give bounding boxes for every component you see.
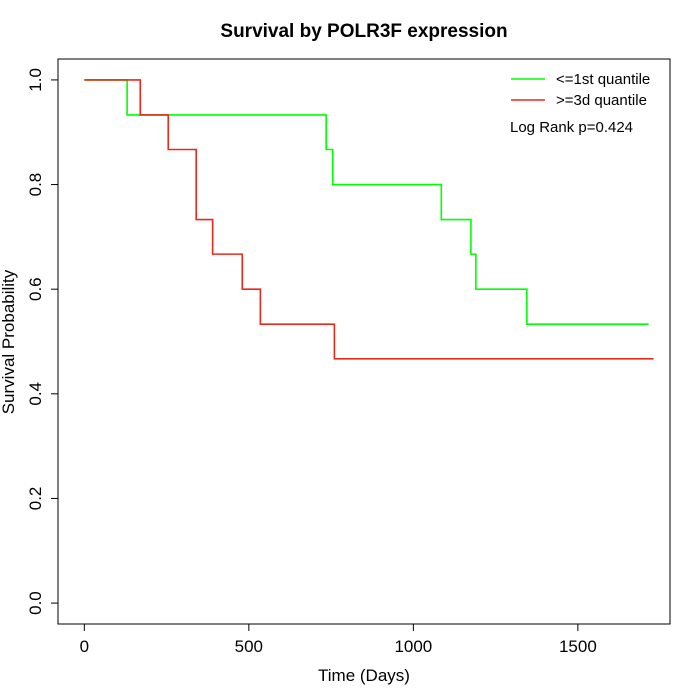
y-tick-label: 1.0 xyxy=(26,68,45,92)
y-tick-label: 0.0 xyxy=(26,591,45,615)
plot-frame xyxy=(57,58,671,625)
series-layer xyxy=(84,79,654,360)
y-axis: 0.0 0.2 0.4 0.6 0.8 1.0 xyxy=(26,68,59,615)
x-axis: 0 500 1000 1500 xyxy=(80,623,597,656)
x-axis-label: Time (Days) xyxy=(318,666,410,685)
legend-label-1: <=1st quantile xyxy=(556,71,650,88)
chart-title: Survival by POLR3F expression xyxy=(220,21,507,42)
legend-label-2: >=3d quantile xyxy=(556,92,647,109)
x-tick-label: 1500 xyxy=(559,637,597,656)
y-tick-label: 0.8 xyxy=(26,173,45,197)
survival-curve-1 xyxy=(84,79,649,326)
y-tick-label: 0.6 xyxy=(26,277,45,301)
y-tick-label: 0.2 xyxy=(26,487,45,511)
x-tick-label: 500 xyxy=(235,637,263,656)
survival-curve-2 xyxy=(84,79,654,360)
legend: <=1st quantile >=3d quantile xyxy=(511,71,650,109)
log-rank-annotation: Log Rank p=0.424 xyxy=(510,119,633,136)
y-tick-label: 0.4 xyxy=(26,382,45,406)
x-tick-label: 1000 xyxy=(394,637,432,656)
y-axis-label: Survival Probability xyxy=(0,269,18,414)
x-tick-label: 0 xyxy=(80,637,89,656)
